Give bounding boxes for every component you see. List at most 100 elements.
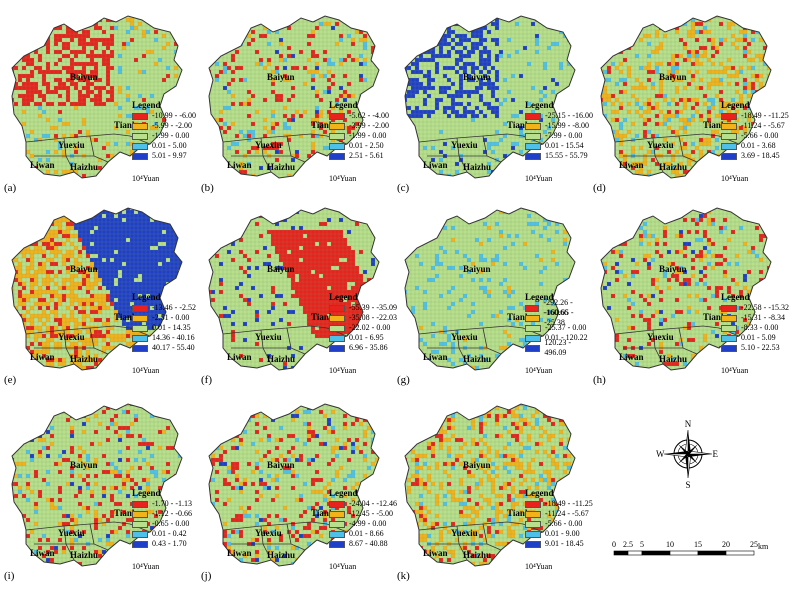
legend-swatch: [132, 142, 148, 150]
legend-item: 0.01 - 0.42: [132, 529, 192, 539]
district-label-baiyun: Baiyun: [267, 72, 295, 82]
legend-swatch: [721, 142, 737, 150]
legend-unit: 10⁴Yuan: [329, 562, 357, 571]
legend-item: -5.66 - 0.00: [525, 519, 593, 529]
district-label-baiyun: Baiyun: [70, 72, 98, 82]
district-label-tianhe: Tianhe: [114, 312, 141, 322]
map-panel-d: Baiyun Tianhe Yuexiu Liwan Haizhu (d) Legend -1…: [593, 6, 789, 206]
legend-item: -1.70 - -1.13: [132, 499, 192, 509]
legend-title: Legend: [329, 488, 358, 498]
district-label-tianhe: Tianhe: [311, 508, 338, 518]
legend-swatch: [525, 122, 541, 130]
legend-item: -18.49 - -11.25: [721, 111, 789, 121]
legend-swatch: [132, 530, 148, 538]
legend-item: -11.24 - -5.67: [721, 121, 789, 131]
legend-range: 9.01 - 18.45: [545, 539, 584, 548]
legend-range: -18.49 - -11.25: [545, 499, 593, 508]
north-arrow: N S E W: [656, 418, 720, 490]
legend-unit: 10⁴Yuan: [721, 174, 749, 183]
legend-item: -5.99 - -2.00: [132, 121, 196, 131]
legend-range: -12.45 - -5.00: [349, 509, 393, 518]
legend-swatch: [525, 530, 541, 538]
legend-item: -35.08 - -22.03: [329, 313, 397, 323]
panel-label: (i): [4, 570, 15, 582]
district-label-liwan: Liwan: [423, 160, 448, 170]
legend: Legend -292.26 - -160.66 -160.65 - -25.38-…: [525, 292, 593, 357]
legend-item: -18.49 - -11.25: [525, 499, 593, 509]
map-panel-k: Baiyun Tianhe Yuexiu Liwan Haizhu (k) Legend -1…: [397, 394, 593, 594]
legend-swatch: [525, 314, 541, 322]
legend-range: -5.99 - -2.00: [152, 121, 192, 130]
district-label-tianhe: Tianhe: [507, 508, 534, 518]
legend-item: -13.46 - -2.52: [132, 303, 196, 313]
district-label-haizhu: Haizhu: [463, 354, 491, 364]
legend-range: -4.99 - 0.00: [349, 519, 387, 528]
legend-item: 9.01 - 18.45: [525, 539, 593, 549]
scale-segment: [697, 550, 727, 556]
district-label-baiyun: Baiyun: [463, 264, 491, 274]
legend-range: -18.49 - -11.25: [741, 111, 789, 120]
legend-title: Legend: [721, 100, 750, 110]
legend-range: -3.99 - -2.00: [349, 121, 389, 130]
legend-item: -8.33 - 0.00: [721, 323, 789, 333]
compass-n: N: [685, 419, 692, 429]
district-boundaries: [614, 325, 740, 365]
map-panel-c: Baiyun Tianhe Yuexiu Liwan Haizhu (c) Legend -2…: [397, 6, 593, 206]
legend-item: -5.66 - 0.00: [721, 131, 789, 141]
legend-unit: 10⁴Yuan: [132, 174, 160, 183]
district-label-liwan: Liwan: [30, 160, 55, 170]
panel-label: (b): [201, 182, 214, 194]
district-boundaries: [25, 133, 151, 173]
district-boundaries: [25, 325, 151, 365]
district-label-tianhe: Tianhe: [507, 120, 534, 130]
scale-tick-label: 20: [722, 540, 730, 549]
district-label-liwan: Liwan: [30, 548, 55, 558]
district-label-tianhe: Tianhe: [507, 312, 534, 322]
district-label-yuexiu: Yuexiu: [58, 332, 85, 342]
legend-item: -24.04 - -12.46: [329, 499, 397, 509]
legend-range: 15.55 - 55.79: [545, 151, 588, 160]
legend-swatch: [132, 122, 148, 130]
legend-swatch: [329, 334, 345, 342]
legend-swatch: [329, 520, 345, 528]
legend-item: -1.12 - -0.66: [132, 509, 192, 519]
district-label-liwan: Liwan: [227, 548, 252, 558]
legend-unit: 10⁴Yuan: [329, 174, 357, 183]
legend-range: -1.99 - 0.00: [152, 131, 190, 140]
legend-item: 3.69 - 18.45: [721, 151, 789, 161]
legend-swatch: [329, 112, 345, 120]
legend-range: -13.46 - -2.52: [152, 303, 196, 312]
legend-item: -1.99 - 0.00: [132, 131, 196, 141]
legend-item: -5.62 - -4.00: [329, 111, 389, 121]
legend-range: -0.65 - 0.00: [152, 519, 190, 528]
panel-label: (a): [4, 182, 17, 194]
legend-range: -11.24 - -5.67: [545, 509, 589, 518]
legend-range: 0.01 - 9.00: [545, 529, 580, 538]
legend-range: 0.01 - 6.95: [349, 333, 384, 342]
legend-range: -25.37 - 0.00: [545, 323, 587, 332]
scale-tick-label: 5: [640, 540, 644, 549]
scale-tick-label: 25: [750, 540, 758, 549]
legend-swatch: [329, 344, 345, 352]
district-boundaries: [222, 521, 348, 561]
legend-title: Legend: [721, 292, 750, 302]
district-label-tianhe: Tianhe: [703, 120, 730, 130]
legend-item: -11.24 - -5.67: [525, 509, 593, 519]
legend-range: 0.01 - 14.35: [152, 323, 191, 332]
legend-range: -55.39 - -35.09: [349, 303, 397, 312]
legend-item: 6.96 - 35.86: [329, 343, 397, 353]
district-label-yuexiu: Yuexiu: [647, 332, 674, 342]
district-boundaries: [418, 521, 544, 561]
legend-swatch: [721, 334, 737, 342]
legend-range: -8.33 - 0.00: [741, 323, 779, 332]
legend-range: -5.66 - 0.00: [741, 131, 779, 140]
legend-item: 0.01 - 8.66: [329, 529, 397, 539]
legend-item: 120.23 - 496.09: [525, 338, 593, 357]
legend-item: -12.45 - -5.00: [329, 509, 397, 519]
legend-item: -1.99 - 0.00: [329, 131, 389, 141]
district-label-yuexiu: Yuexiu: [451, 140, 478, 150]
legend-swatch: [525, 334, 541, 342]
panel-label: (k): [397, 570, 410, 582]
legend-swatch: [525, 304, 540, 312]
legend-range: 120.23 - 496.09: [544, 338, 572, 357]
